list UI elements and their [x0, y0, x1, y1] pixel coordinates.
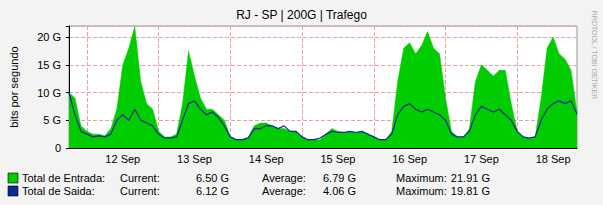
svg-text:bits por segundo: bits por segundo: [8, 46, 20, 127]
svg-text:16 Sep: 16 Sep: [392, 153, 427, 165]
svg-text:Current:: Current:: [120, 185, 160, 197]
svg-text:RRDTOOL / TOBI OETIKER: RRDTOOL / TOBI OETIKER: [591, 11, 598, 99]
svg-text:Maximum:: Maximum:: [396, 185, 447, 197]
svg-text:14 Sep: 14 Sep: [249, 153, 284, 165]
svg-text:10 G: 10 G: [37, 87, 61, 99]
svg-text:4.06 G: 4.06 G: [323, 185, 356, 197]
svg-text:Current:: Current:: [120, 172, 160, 184]
svg-text:Total de Entrada:: Total de Entrada:: [22, 172, 105, 184]
svg-text:19.81 G: 19.81 G: [451, 185, 490, 197]
svg-text:6.12 G: 6.12 G: [196, 185, 229, 197]
svg-text:Average:: Average:: [262, 172, 306, 184]
svg-text:6.79 G: 6.79 G: [323, 172, 356, 184]
svg-text:Total de Saida:: Total de Saida:: [22, 185, 95, 197]
svg-text:13 Sep: 13 Sep: [177, 153, 212, 165]
svg-text:12 Sep: 12 Sep: [105, 153, 140, 165]
svg-text:21.91 G: 21.91 G: [451, 172, 490, 184]
svg-text:0: 0: [55, 142, 61, 154]
svg-text:Maximum:: Maximum:: [396, 172, 447, 184]
svg-text:17 Sep: 17 Sep: [464, 153, 499, 165]
svg-text:6.50 G: 6.50 G: [196, 172, 229, 184]
svg-text:15 Sep: 15 Sep: [321, 153, 356, 165]
svg-text:5 G: 5 G: [43, 114, 61, 126]
svg-text:15 G: 15 G: [37, 59, 61, 71]
svg-text:18 Sep: 18 Sep: [536, 153, 571, 165]
svg-text:Average:: Average:: [262, 185, 306, 197]
svg-text:20 G: 20 G: [37, 31, 61, 43]
svg-text:RJ - SP | 200G | Trafego: RJ - SP | 200G | Trafego: [236, 8, 367, 22]
